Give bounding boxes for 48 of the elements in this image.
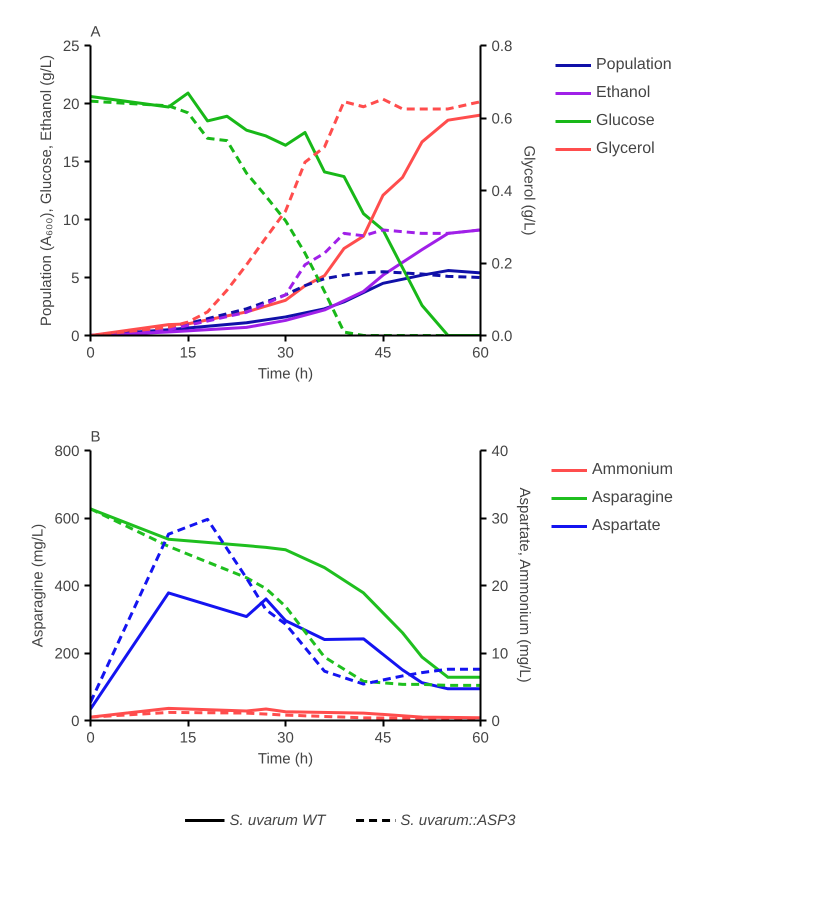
x-axis-title: Time (h) xyxy=(258,366,314,382)
legend-label: Ammonium xyxy=(592,461,673,479)
y-tick-label: 0 xyxy=(71,328,80,345)
legend-label: Asparagine xyxy=(592,489,673,507)
y-axis-title: Population (A₆₀₀), Glucose, Ethanol (g/L) xyxy=(38,54,55,326)
legend-label: Glucose xyxy=(596,112,655,130)
y2-tick-label: 0.0 xyxy=(492,328,512,345)
y-tick-label: 800 xyxy=(54,443,80,460)
legend-label: Ethanol xyxy=(596,84,650,102)
text: S. uvarum::ASP3 xyxy=(400,812,516,828)
y-tick-label: 600 xyxy=(54,510,80,528)
x-tick-label: 15 xyxy=(180,344,196,362)
y-tick-label: 200 xyxy=(54,646,80,662)
text: S. uvarum WT xyxy=(230,812,326,828)
y-tick-label: 20 xyxy=(62,96,80,113)
x-tick-label: 0 xyxy=(86,344,95,362)
y2-tick-label: 0.2 xyxy=(492,256,512,272)
y2-axis-title: Glycerol (g/L) xyxy=(520,145,538,236)
x-tick-label: 30 xyxy=(277,344,294,362)
y2-tick-label: 40 xyxy=(492,443,508,460)
chart-title: A xyxy=(90,24,101,40)
x-tick-label: 15 xyxy=(180,730,196,746)
x-tick-label: 60 xyxy=(472,344,489,362)
y2-tick-label: 30 xyxy=(492,510,508,528)
y-tick-label: 25 xyxy=(62,38,80,55)
y2-tick-label: 0 xyxy=(492,713,500,730)
y-tick-label: 10 xyxy=(62,212,80,229)
y-tick-label: 0 xyxy=(71,713,80,730)
x-tick-label: 0 xyxy=(86,730,95,746)
y2-axis-title: Aspartate, Ammonium (mg/L) xyxy=(516,488,534,683)
legend-label: Population xyxy=(596,56,672,74)
x-tick-label: 30 xyxy=(277,730,294,746)
y2-tick-label: 20 xyxy=(492,578,508,595)
x-tick-label: 45 xyxy=(374,730,392,746)
legend-label: Aspartate xyxy=(592,517,660,535)
x-axis-title: Time (h) xyxy=(258,750,314,768)
y2-tick-label: 10 xyxy=(492,646,508,662)
x-tick-label: 45 xyxy=(374,344,392,362)
y-tick-label: 15 xyxy=(62,154,80,171)
y2-tick-label: 0.6 xyxy=(492,110,512,128)
y2-tick-label: 0.8 xyxy=(492,38,512,55)
legend-label: Glycerol xyxy=(596,140,655,158)
y-axis-title: Asparagine (mg/L) xyxy=(29,524,46,648)
y-tick-label: 400 xyxy=(54,578,80,595)
x-tick-label: 60 xyxy=(472,730,489,746)
y-tick-label: 5 xyxy=(71,270,80,287)
y2-tick-label: 0.4 xyxy=(492,183,512,200)
chart-title: B xyxy=(90,428,101,446)
